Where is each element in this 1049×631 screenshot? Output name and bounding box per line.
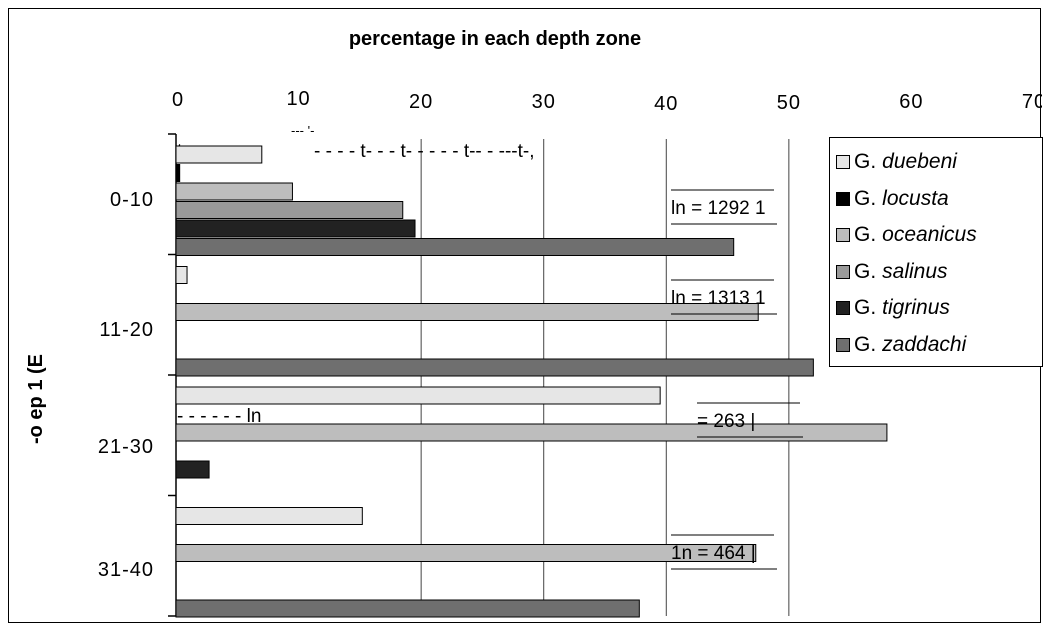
legend: G. duebeni G. locusta G. oceanicus G. salinus G.…: [829, 137, 1043, 367]
legend-swatch: [836, 155, 850, 169]
legend-species: duebeni: [882, 150, 957, 173]
chart-frame: percentage in each depth zone 0 10 20 30 40 5…: [8, 8, 1041, 623]
legend-genus: G.: [854, 150, 876, 173]
y-axis-label: -o ep 1 (E: [25, 354, 47, 444]
legend-label: G. locusta: [854, 187, 949, 211]
legend-species: locusta: [882, 187, 949, 210]
x-tick-labels: 0 10 20 30 40 50 60 70: [172, 88, 1042, 115]
x-tick-label: 20: [409, 91, 433, 113]
legend-item: G. duebeni: [836, 144, 1042, 181]
legend-item: G. oceanicus: [836, 217, 1042, 254]
legend-swatch: [836, 301, 850, 315]
axes: [168, 134, 176, 616]
bar: [176, 202, 403, 219]
legend-genus: G.: [854, 187, 876, 210]
legend-genus: G.: [854, 296, 876, 319]
x-tick-label: 10: [286, 88, 310, 110]
chart-title: percentage in each depth zone: [349, 28, 641, 50]
legend-label: G. duebeni: [854, 150, 957, 174]
legend-label: G. tigrinus: [854, 296, 950, 320]
bar: [176, 461, 209, 478]
bar: [176, 508, 362, 525]
legend-genus: G.: [854, 260, 876, 283]
legend-swatch: [836, 192, 850, 206]
n-label: ln = 1313 1: [671, 288, 766, 309]
legend-swatch: [836, 265, 850, 279]
legend-item: G. salinus: [836, 254, 1042, 291]
scan-artifacts: t====--- '-- - - - t- - - t- - - - - t--…: [177, 123, 535, 427]
category-labels: 0-10 11-20 21-30 31-40: [98, 189, 154, 581]
bar: [176, 600, 639, 617]
scan-artifact: - - - - t- - - t- - - - - t-- - ---t-,: [314, 141, 535, 162]
legend-species: tigrinus: [882, 296, 950, 319]
bar: [176, 183, 292, 200]
n-label: = 263 |: [697, 411, 755, 432]
legend-species: salinus: [882, 260, 947, 283]
legend-species: oceanicus: [882, 223, 977, 246]
legend-swatch: [836, 228, 850, 242]
legend-species: zaddachi: [882, 333, 966, 356]
x-tick-label: 40: [654, 93, 678, 115]
x-tick-label: 70: [1022, 91, 1042, 113]
bar: [176, 220, 415, 237]
legend-genus: G.: [854, 333, 876, 356]
bar: [176, 359, 813, 376]
legend-item: G. zaddachi: [836, 327, 1042, 364]
n-label: 1n = 464 |: [671, 543, 756, 564]
legend-genus: G.: [854, 223, 876, 246]
n-label: ln = 1292 1: [671, 198, 766, 219]
x-tick-label: 0: [172, 89, 184, 111]
bar: [176, 545, 756, 562]
legend-item: G. locusta: [836, 181, 1042, 218]
legend-label: G. zaddachi: [854, 333, 966, 357]
category-label: 31-40: [98, 559, 154, 581]
legend-label: G. oceanicus: [854, 223, 977, 247]
legend-swatch: [836, 338, 850, 352]
bar: [176, 424, 887, 441]
x-tick-label: 30: [532, 91, 556, 113]
bar: [176, 239, 734, 256]
bar: [176, 165, 180, 182]
legend-item: G. tigrinus: [836, 290, 1042, 327]
category-label: 11-20: [99, 319, 154, 341]
legend-label: G. salinus: [854, 260, 948, 284]
bar: [176, 387, 660, 404]
category-label: 0-10: [110, 189, 154, 211]
bars: [176, 146, 887, 617]
x-tick-label: 60: [899, 91, 923, 113]
scan-artifact: --- '-: [291, 123, 314, 138]
category-label: 21-30: [98, 436, 154, 458]
bar: [176, 267, 187, 284]
bar: [176, 146, 262, 163]
x-tick-label: 50: [777, 92, 801, 114]
